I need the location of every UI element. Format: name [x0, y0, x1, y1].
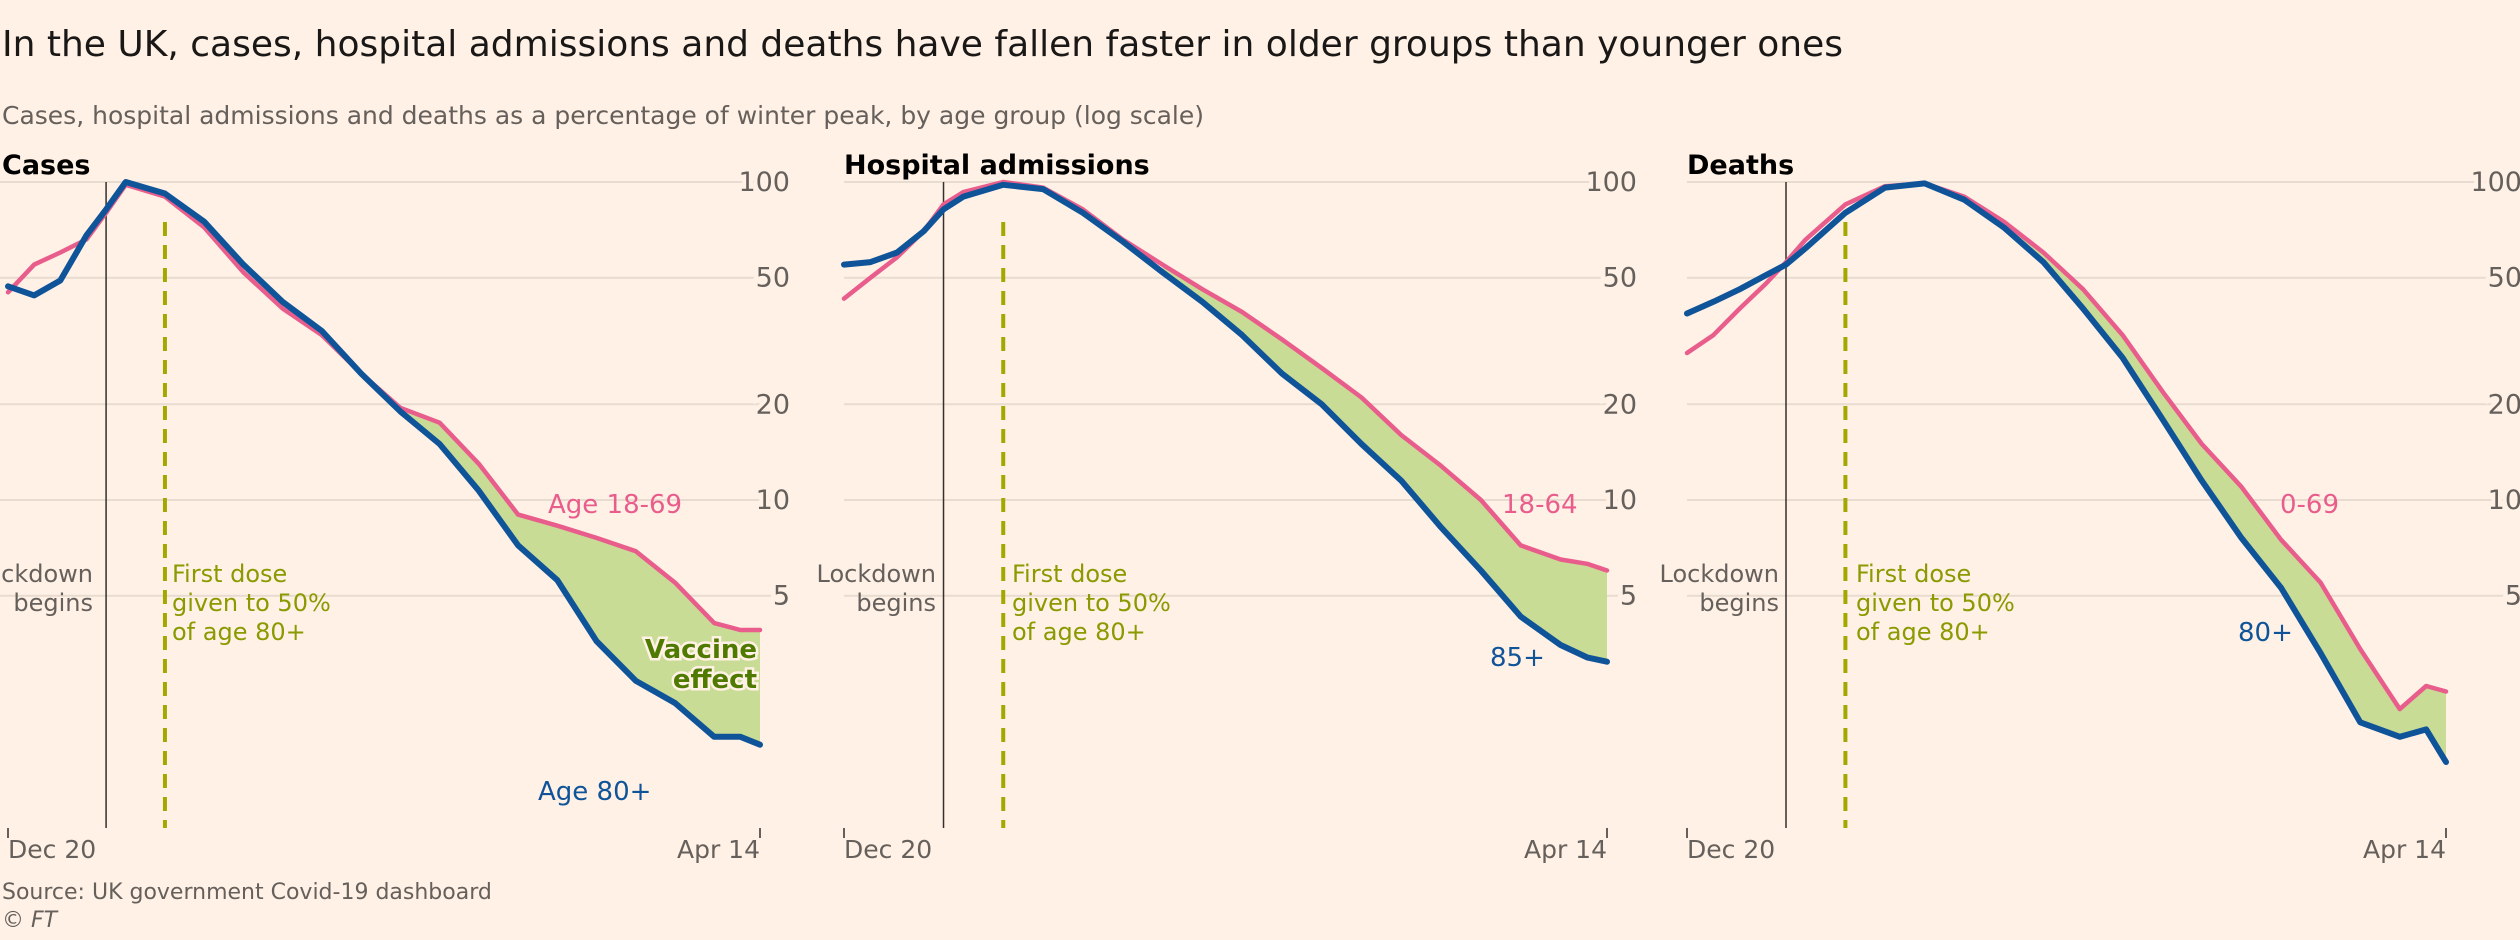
credit: © FT	[2, 908, 58, 933]
lockdown-label: Lockdown	[1660, 560, 1779, 588]
vaccine-effect-label: effect	[673, 665, 757, 695]
y-tick-label: 5	[2505, 581, 2520, 612]
y-tick-label: 20	[1603, 389, 1637, 420]
series-label-younger: Age 18-69	[548, 490, 682, 520]
first-dose-label: of age 80+	[172, 618, 306, 646]
y-tick-label: 50	[1603, 263, 1637, 294]
x-tick-label: Apr 14	[2363, 835, 2446, 864]
series-line-older	[1684, 180, 2449, 765]
y-tick-label: 20	[756, 389, 790, 420]
first-dose-label: given to 50%	[1012, 589, 1171, 617]
x-tick-label: Dec 20	[844, 835, 932, 864]
y-tick-label: 50	[2488, 263, 2520, 294]
vaccine-effect-area	[2003, 221, 2446, 763]
panel-cases: Cases Dec 20 Apr 14 5 10 20 50 100 Lockdown be…	[0, 150, 794, 864]
first-dose-label: First dose	[1012, 560, 1127, 588]
y-tick-label: 100	[738, 167, 790, 198]
y-tick-label: 10	[2488, 485, 2520, 516]
y-tick-label: 5	[1620, 581, 1637, 612]
lockdown-label: begins	[13, 589, 93, 617]
series-line-older	[841, 181, 1610, 665]
panel-deaths: Deaths Dec 20 Apr 14 5 10 20 50 100 Lockdown b…	[1660, 150, 2520, 864]
first-dose-label: First dose	[1856, 560, 1971, 588]
x-tick-label: Dec 20	[1687, 835, 1775, 864]
lockdown-label: Lockdown	[0, 560, 93, 588]
x-tick-label: Apr 14	[677, 835, 760, 864]
y-tick-label: 100	[2470, 167, 2520, 198]
series-label-older: 85+	[1490, 643, 1545, 673]
panel-hospital-admissions: Hospital admissions Dec 20 Apr 14 5 10 20 50 1…	[817, 150, 1641, 864]
series-line-younger	[841, 179, 1610, 573]
chart-title: In the UK, cases, hospital admissions an…	[2, 24, 1844, 65]
source-note: Source: UK government Covid-19 dashboard	[2, 880, 492, 905]
first-dose-label: First dose	[172, 560, 287, 588]
first-dose-label: of age 80+	[1856, 618, 1990, 646]
chart-subtitle: Cases, hospital admissions and deaths as…	[2, 101, 1204, 130]
panel-title: Deaths	[1687, 150, 1794, 181]
first-dose-label: given to 50%	[1856, 589, 2015, 617]
series-label-younger: 18-64	[1502, 490, 1578, 520]
lockdown-label: begins	[1699, 589, 1779, 617]
panel-title: Cases	[2, 150, 91, 181]
series-label-older: Age 80+	[538, 777, 651, 807]
x-tick-label: Dec 20	[8, 835, 96, 864]
y-tick-label: 10	[1603, 485, 1637, 516]
first-dose-label: of age 80+	[1012, 618, 1146, 646]
panel-title: Hospital admissions	[844, 150, 1150, 181]
series-line-older	[5, 179, 763, 748]
lockdown-label: begins	[856, 589, 936, 617]
lockdown-label: Lockdown	[817, 560, 936, 588]
y-tick-label: 100	[1585, 167, 1637, 198]
y-tick-label: 50	[756, 263, 790, 294]
y-tick-label: 10	[756, 485, 790, 516]
x-tick-label: Apr 14	[1524, 835, 1607, 864]
first-dose-label: given to 50%	[172, 589, 331, 617]
series-label-younger: 0-69	[2280, 490, 2339, 520]
vaccine-effect-label: Vaccine	[645, 635, 757, 665]
y-tick-label: 20	[2488, 389, 2520, 420]
series-label-older: 80+	[2238, 618, 2293, 648]
y-tick-label: 5	[773, 581, 790, 612]
